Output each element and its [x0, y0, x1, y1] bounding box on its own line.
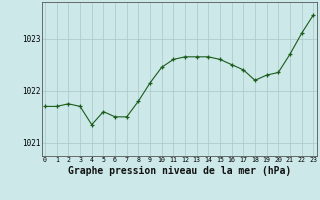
X-axis label: Graphe pression niveau de la mer (hPa): Graphe pression niveau de la mer (hPa): [68, 166, 291, 176]
